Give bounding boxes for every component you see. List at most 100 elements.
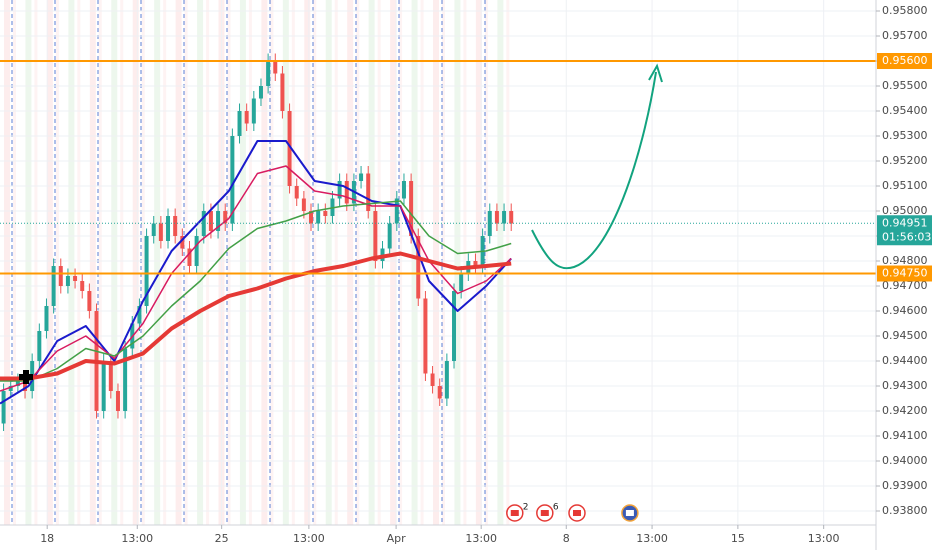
candle-body (473, 261, 478, 266)
shade-stripe (184, 0, 188, 525)
level-label: 0.94750 (882, 267, 928, 280)
shade-stripe (463, 0, 467, 525)
candle-body (266, 61, 271, 86)
last-price-label: 0.94951 (882, 216, 928, 229)
candle-body (273, 61, 278, 74)
event-flag (510, 510, 519, 516)
candle-body (430, 373, 435, 386)
y-tick-label: 0.94700 (882, 279, 928, 292)
shade-stripe (484, 0, 488, 525)
x-tick-label: 18 (40, 532, 54, 545)
x-tick-label: 13:00 (121, 532, 153, 545)
candle-body (459, 273, 464, 291)
shade-stripe (454, 0, 461, 525)
y-tick-label: 0.94800 (882, 254, 928, 267)
candle-body (208, 211, 213, 231)
candle-body (416, 236, 421, 299)
shade-stripe (334, 0, 338, 525)
candle-body (87, 291, 92, 311)
shade-stripe (89, 0, 96, 525)
shade-stripe (55, 0, 59, 525)
moving-average (0, 200, 512, 382)
y-tick-label: 0.95000 (882, 204, 928, 217)
shade-stripe (411, 0, 418, 525)
candle-body (502, 211, 507, 224)
x-tick-label: 25 (215, 532, 229, 545)
candle-body (394, 198, 399, 224)
y-tick-label: 0.94400 (882, 354, 928, 367)
candle-body (223, 211, 228, 224)
candle-body (494, 211, 499, 224)
y-tick-label: 0.94000 (882, 454, 928, 467)
candle-body (80, 281, 85, 291)
shade-stripe (304, 0, 311, 525)
moving-average (0, 140, 512, 405)
shade-stripe (475, 0, 482, 525)
y-tick-label: 0.94300 (882, 379, 928, 392)
candle-body (359, 173, 364, 181)
candle-body (251, 98, 256, 124)
y-tick-label: 0.95200 (882, 154, 928, 167)
candle-body (1, 391, 6, 424)
candle-body (452, 291, 457, 361)
candle-body (387, 223, 392, 249)
candle-body (237, 111, 242, 136)
candle-body (509, 211, 514, 224)
candle-body (444, 361, 449, 399)
shade-stripe (313, 0, 317, 525)
candle-body (15, 381, 20, 386)
candle-body (216, 211, 221, 231)
candle-body (187, 248, 192, 266)
event-count: 2 (523, 503, 529, 513)
shade-stripe (120, 0, 124, 525)
shade-stripe (132, 0, 139, 525)
y-tick-label: 0.95400 (882, 104, 928, 117)
candle-body (158, 223, 163, 241)
shade-stripe (399, 0, 403, 525)
candle-body (51, 266, 56, 306)
shade-stripe (175, 0, 182, 525)
level-label-box (877, 53, 932, 69)
shade-stripe (25, 0, 32, 525)
shade-stripe (442, 0, 445, 525)
shade-stripe (98, 0, 102, 525)
y-tick-label: 0.93800 (882, 504, 928, 517)
last-price-box (877, 215, 932, 246)
candle-body (58, 266, 63, 286)
shade-stripe (141, 0, 145, 525)
shade-stripe (291, 0, 295, 525)
shade-stripe (4, 0, 10, 525)
candle-body (344, 181, 349, 204)
candle-body (166, 216, 171, 241)
shade-stripe (227, 0, 231, 525)
shade-stripe (377, 0, 381, 525)
y-tick-label: 0.95300 (882, 129, 928, 142)
shade-stripe (497, 0, 504, 525)
candle-body (373, 211, 378, 261)
event-count: 6 (553, 503, 559, 513)
candle-body (101, 361, 106, 411)
candle-body (144, 236, 149, 306)
moving-average (0, 251, 512, 381)
candle-body (108, 361, 113, 391)
candle-body (73, 276, 78, 281)
candle-body (409, 181, 414, 236)
level-label: 0.95600 (882, 54, 928, 67)
candle-body (301, 198, 306, 211)
shade-stripe (239, 0, 246, 525)
candle-body (287, 111, 292, 186)
candle-body (437, 386, 442, 399)
candle-body (258, 86, 263, 99)
level-label-box (877, 265, 932, 282)
countdown-label: 01:56:03 (882, 230, 931, 243)
candle-body (65, 276, 70, 286)
y-tick-label: 0.95800 (882, 4, 928, 17)
candle-body (316, 211, 321, 224)
y-tick-label: 0.95500 (882, 79, 928, 92)
arrow-head (648, 63, 663, 83)
event-flag (625, 510, 634, 516)
shade-stripe (13, 0, 16, 525)
x-tick-label: 8 (563, 532, 570, 545)
projection-arrow (531, 71, 657, 270)
shade-stripe (282, 0, 289, 525)
